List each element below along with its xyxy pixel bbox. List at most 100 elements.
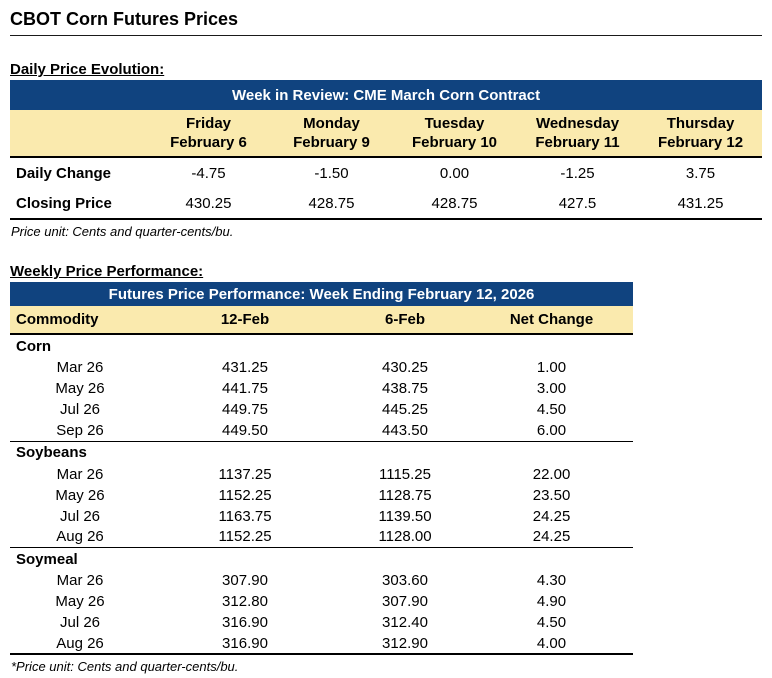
- cell-value: 316.90: [222, 614, 268, 631]
- cell-value: 1152.25: [218, 486, 272, 504]
- table-row: Mar 26 431.25 430.25 1.00: [10, 357, 633, 378]
- day-date: February 9: [293, 134, 370, 151]
- day-name: Thursday: [666, 115, 735, 132]
- group-label: Corn: [16, 337, 51, 355]
- cell-value: 312.80: [222, 593, 268, 610]
- cell-value: 1115.25: [379, 465, 431, 483]
- contract-month: Aug 26: [10, 633, 150, 655]
- cell-value: 430.25: [382, 359, 428, 376]
- cell-value: 4.00: [470, 633, 634, 655]
- day-date: February 11: [535, 134, 620, 151]
- cell-value: 303.60: [382, 572, 428, 589]
- contract-month: Jul 26: [59, 507, 101, 525]
- cell-value: 316.90: [150, 633, 340, 655]
- cell-value: 4.50: [536, 614, 567, 631]
- column-header-12feb: 12-Feb: [150, 306, 340, 335]
- daily-price-table: Week in Review: CME March Corn Contract …: [10, 80, 763, 220]
- cell-value: 1137.25: [218, 465, 272, 483]
- table-row: May 26 441.75 438.75 3.00: [10, 378, 633, 399]
- cell-value: 441.75: [222, 380, 268, 397]
- day-column-header: Tuesday February 10: [393, 110, 516, 158]
- day-column-header: Thursday February 12: [639, 110, 763, 158]
- daily-corner-cell: [10, 110, 147, 158]
- day-date: February 12: [658, 134, 744, 151]
- column-header-net-change: Net Change: [470, 306, 634, 335]
- cell-value: 449.50: [150, 420, 340, 442]
- day-column-header: Monday February 9: [270, 110, 393, 158]
- cell-value: 1139.50: [378, 507, 432, 525]
- cell-value: 1128.75: [378, 486, 432, 504]
- weekly-footnote: *Price unit: Cents and quarter-cents/bu.: [11, 659, 239, 674]
- day-name: Friday: [185, 115, 231, 132]
- day-name: Tuesday: [424, 115, 485, 132]
- group-header-soybeans: Soybeans: [10, 441, 633, 464]
- contract-month: May 26: [55, 380, 105, 397]
- group-header-soymeal: Soymeal: [10, 548, 633, 571]
- day-name: Wednesday: [535, 115, 620, 132]
- column-header-6feb: 6-Feb: [340, 306, 470, 335]
- cell-value: 307.90: [222, 572, 268, 589]
- cell-value: 428.75: [393, 188, 516, 220]
- cell-value: 24.25: [470, 526, 634, 548]
- day-column-header: Wednesday February 11: [516, 110, 639, 158]
- cell-value: 445.25: [382, 401, 428, 418]
- weekly-table-title-bar: Futures Price Performance: Week Ending F…: [10, 282, 634, 306]
- page-title: CBOT Corn Futures Prices: [10, 10, 762, 36]
- weekly-section-heading: Weekly Price Performance:: [10, 263, 204, 280]
- cell-value: 0.00: [439, 164, 470, 182]
- cell-value: 4.90: [536, 593, 567, 610]
- table-row: Aug 26 316.90 312.90 4.00: [10, 633, 634, 655]
- table-row-daily-change: Daily Change -4.75 -1.50 0.00 -1.25 3.75: [10, 157, 762, 188]
- table-row: May 26 312.80 307.90 4.90: [10, 591, 633, 612]
- cell-value: -4.75: [191, 164, 226, 182]
- cell-value: 430.25: [147, 188, 270, 220]
- table-row-closing-price: Closing Price 430.25 428.75 428.75 427.5…: [10, 188, 763, 220]
- contract-month: May 26: [55, 486, 105, 504]
- cell-value: 3.00: [536, 380, 567, 397]
- contract-month: Jul 26: [59, 614, 101, 631]
- table-row: Jul 26 1163.75 1139.50 24.25: [10, 506, 633, 527]
- table-row: May 26 1152.25 1128.75 23.50: [10, 485, 633, 506]
- group-label: Soymeal: [16, 550, 78, 568]
- weekly-table-column-headers: Commodity 12-Feb 6-Feb Net Change: [10, 306, 634, 335]
- cell-value: 312.40: [382, 614, 428, 631]
- table-row: Sep 26 449.50 443.50 6.00: [10, 420, 634, 442]
- table-row: Mar 26 307.90 303.60 4.30: [10, 570, 633, 591]
- day-date: February 6: [170, 134, 247, 151]
- contract-month: May 26: [55, 593, 105, 610]
- cell-value: 307.90: [382, 593, 428, 610]
- cell-value: 6.00: [470, 420, 634, 442]
- contract-month: Mar 26: [56, 359, 104, 376]
- cell-value: -1.50: [314, 164, 349, 182]
- table-row: Mar 26 1137.25 1115.25 22.00: [10, 464, 633, 485]
- weekly-performance-table: Futures Price Performance: Week Ending F…: [10, 282, 634, 655]
- column-header-commodity: Commodity: [10, 306, 150, 335]
- daily-table-title: Week in Review: CME March Corn Contract: [10, 80, 763, 110]
- row-label: Closing Price: [10, 188, 147, 220]
- day-date: February 10: [411, 134, 498, 151]
- cell-value: 443.50: [340, 420, 470, 442]
- cell-value: 427.5: [516, 188, 639, 220]
- contract-month: Aug 26: [10, 526, 150, 548]
- cell-value: -1.25: [560, 164, 595, 182]
- contract-month: Sep 26: [10, 420, 150, 442]
- daily-table-column-headers: Friday February 6 Monday February 9 Tues…: [10, 110, 763, 158]
- cell-value: 4.50: [536, 401, 567, 418]
- contract-month: Mar 26: [56, 465, 104, 483]
- contract-month: Mar 26: [56, 572, 104, 589]
- cell-value: 1128.00: [340, 526, 470, 548]
- day-column-header: Friday February 6: [147, 110, 270, 158]
- day-name: Monday: [303, 115, 360, 132]
- weekly-table-title: Futures Price Performance: Week Ending F…: [10, 282, 634, 306]
- cell-value: 1163.75: [218, 507, 272, 525]
- cell-value: 23.50: [532, 486, 571, 504]
- table-row: Jul 26 316.90 312.40 4.50: [10, 612, 633, 633]
- cell-value: 22.00: [532, 465, 571, 483]
- cell-value: 438.75: [382, 380, 428, 397]
- cell-value: 1152.25: [150, 526, 340, 548]
- cell-value: 431.25: [639, 188, 763, 220]
- cell-value: 312.90: [340, 633, 470, 655]
- contract-month: Jul 26: [59, 401, 101, 418]
- cell-value: 431.25: [222, 359, 268, 376]
